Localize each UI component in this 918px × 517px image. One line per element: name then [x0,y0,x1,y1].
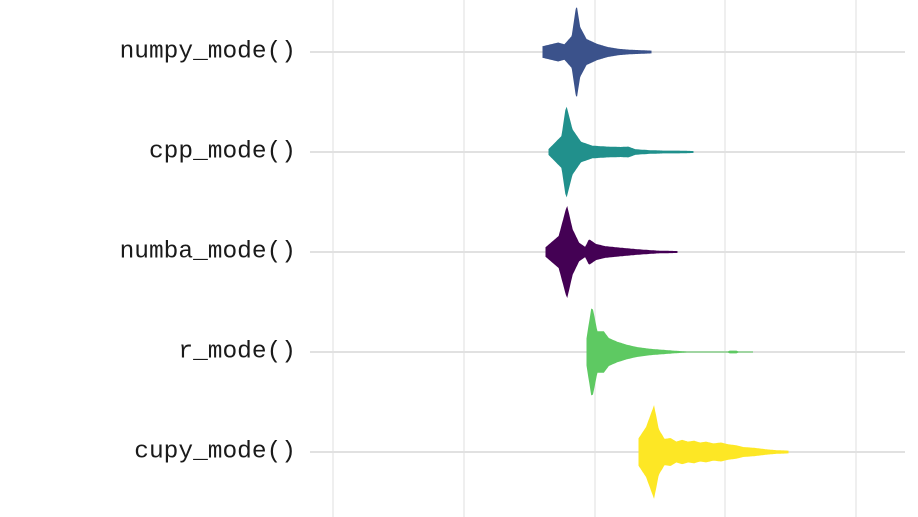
violin-cppmode [548,106,694,198]
y-tick-label: numpy_mode() [120,39,296,66]
violins [542,7,789,499]
grid-lines [310,0,905,517]
violin-cupymode [638,405,789,499]
violin-numpymode [542,7,652,97]
violin-rmode [586,308,753,396]
violin-numbamode [545,205,678,298]
y-tick-label: numba_mode() [120,239,296,266]
y-tick-label: cupy_mode() [134,439,296,466]
y-tick-label: r_mode() [178,339,296,366]
y-axis-tick-labels: numpy_mode() cpp_mode() numba_mode() r_m… [120,39,296,466]
y-tick-label: cpp_mode() [149,139,296,166]
